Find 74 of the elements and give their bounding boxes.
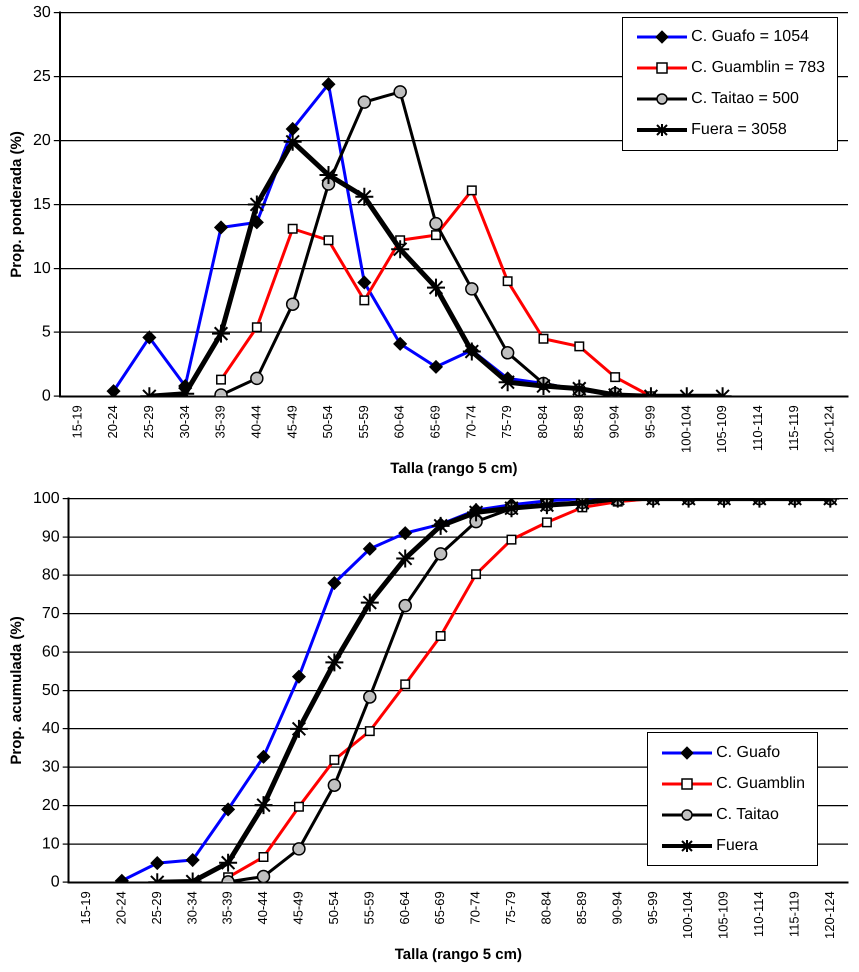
x-tick-label: 80-84 bbox=[538, 891, 554, 925]
x-tick-label: 35-39 bbox=[220, 891, 235, 925]
x-tick-label: 45-49 bbox=[290, 891, 306, 925]
x-tick-label: 115-119 bbox=[786, 405, 801, 452]
x-tick-label: 95-99 bbox=[642, 405, 658, 439]
x-tick-label: 95-99 bbox=[644, 891, 660, 925]
legend-label: Fuera bbox=[716, 836, 758, 855]
legend-label: Fuera = 3058 bbox=[691, 121, 787, 140]
y-tick-label: 10 bbox=[42, 835, 60, 852]
x-tick-label: 90-94 bbox=[606, 405, 622, 439]
x-tick-label: 65-69 bbox=[428, 405, 443, 439]
x-tick-label: 120-124 bbox=[822, 405, 837, 454]
x-tick-label: 20-24 bbox=[113, 891, 128, 925]
x-tick-label: 50-54 bbox=[326, 891, 341, 925]
x-tick-label: 25-29 bbox=[140, 405, 156, 439]
x-tick-label: 35-39 bbox=[212, 405, 228, 439]
x-tick-label: 80-84 bbox=[535, 405, 550, 439]
x-tick-label: 100-104 bbox=[678, 405, 694, 454]
y-tick-label: 30 bbox=[33, 4, 51, 22]
x-tick-label: 115-119 bbox=[786, 891, 802, 938]
y-tick-label: 25 bbox=[33, 68, 51, 85]
x-tick-label: 65-69 bbox=[432, 891, 448, 925]
x-tick-label: 20-24 bbox=[105, 405, 120, 439]
y-tick-label: 60 bbox=[42, 643, 60, 660]
x-tick-label: 120-124 bbox=[822, 891, 837, 940]
legend-label: C. Guamblin = 783 bbox=[691, 59, 825, 78]
y-tick-label: 100 bbox=[32, 490, 60, 508]
legend-label: C. Guafo = 1054 bbox=[691, 28, 809, 46]
x-tick-label: 15-19 bbox=[69, 405, 84, 439]
legend-label: C. Guafo bbox=[716, 744, 780, 762]
x-tick-label: 110-114 bbox=[751, 891, 766, 938]
x-tick-label: 85-89 bbox=[574, 891, 589, 925]
y-tick-label: 30 bbox=[42, 758, 60, 776]
x-tick-label: 75-79 bbox=[499, 405, 514, 439]
legend-label: C. Taitao bbox=[716, 806, 779, 824]
y-axis-title: Prop. ponderada (%) bbox=[8, 131, 26, 278]
x-tick-label: 60-64 bbox=[392, 405, 407, 439]
x-tick-label: 105-109 bbox=[714, 405, 730, 454]
y-tick-label: 15 bbox=[33, 196, 51, 213]
y-tick-label: 5 bbox=[42, 324, 51, 341]
x-axis-title: Talla (rango 5 cm) bbox=[390, 460, 518, 478]
y-tick-label: 80 bbox=[42, 566, 60, 584]
x-tick-label: 55-59 bbox=[361, 891, 376, 925]
x-tick-label: 60-64 bbox=[396, 891, 412, 925]
y-axis-title: Prop. acumulada (%) bbox=[8, 616, 26, 765]
x-tick-label: 50-54 bbox=[320, 405, 336, 439]
legend-label: C. Taitao = 500 bbox=[691, 90, 799, 108]
x-tick-label: 70-74 bbox=[468, 891, 483, 925]
x-tick-label: 110-114 bbox=[750, 405, 766, 452]
y-tick-label: 90 bbox=[42, 528, 60, 546]
x-tick-label: 85-89 bbox=[570, 405, 586, 439]
x-tick-label: 25-29 bbox=[148, 891, 164, 925]
x-tick-label: 75-79 bbox=[503, 891, 518, 925]
y-tick-label: 50 bbox=[42, 682, 60, 699]
x-tick-label: 90-94 bbox=[609, 891, 624, 925]
x-tick-label: 55-59 bbox=[356, 405, 371, 439]
x-tick-label: 70-74 bbox=[463, 405, 478, 439]
x-tick-label: 30-34 bbox=[184, 891, 200, 925]
x-tick-label: 105-109 bbox=[716, 891, 731, 940]
x-axis-title: Talla (rango 5 cm) bbox=[394, 946, 522, 964]
x-tick-label: 15-19 bbox=[78, 891, 93, 925]
y-tick-label: 20 bbox=[42, 796, 60, 814]
y-tick-label: 20 bbox=[33, 132, 51, 149]
y-tick-label: 40 bbox=[42, 720, 60, 738]
y-tick-label: 0 bbox=[50, 874, 60, 891]
y-tick-label: 0 bbox=[42, 388, 51, 405]
x-tick-label: 40-44 bbox=[248, 405, 264, 439]
y-tick-label: 10 bbox=[33, 260, 51, 277]
x-tick-label: 45-49 bbox=[284, 405, 300, 439]
x-tick-label: 100-104 bbox=[680, 891, 696, 940]
x-tick-label: 30-34 bbox=[176, 405, 192, 439]
legend-label: C. Guamblin bbox=[716, 774, 805, 793]
y-tick-label: 70 bbox=[42, 605, 60, 622]
x-tick-label: 40-44 bbox=[255, 891, 270, 925]
